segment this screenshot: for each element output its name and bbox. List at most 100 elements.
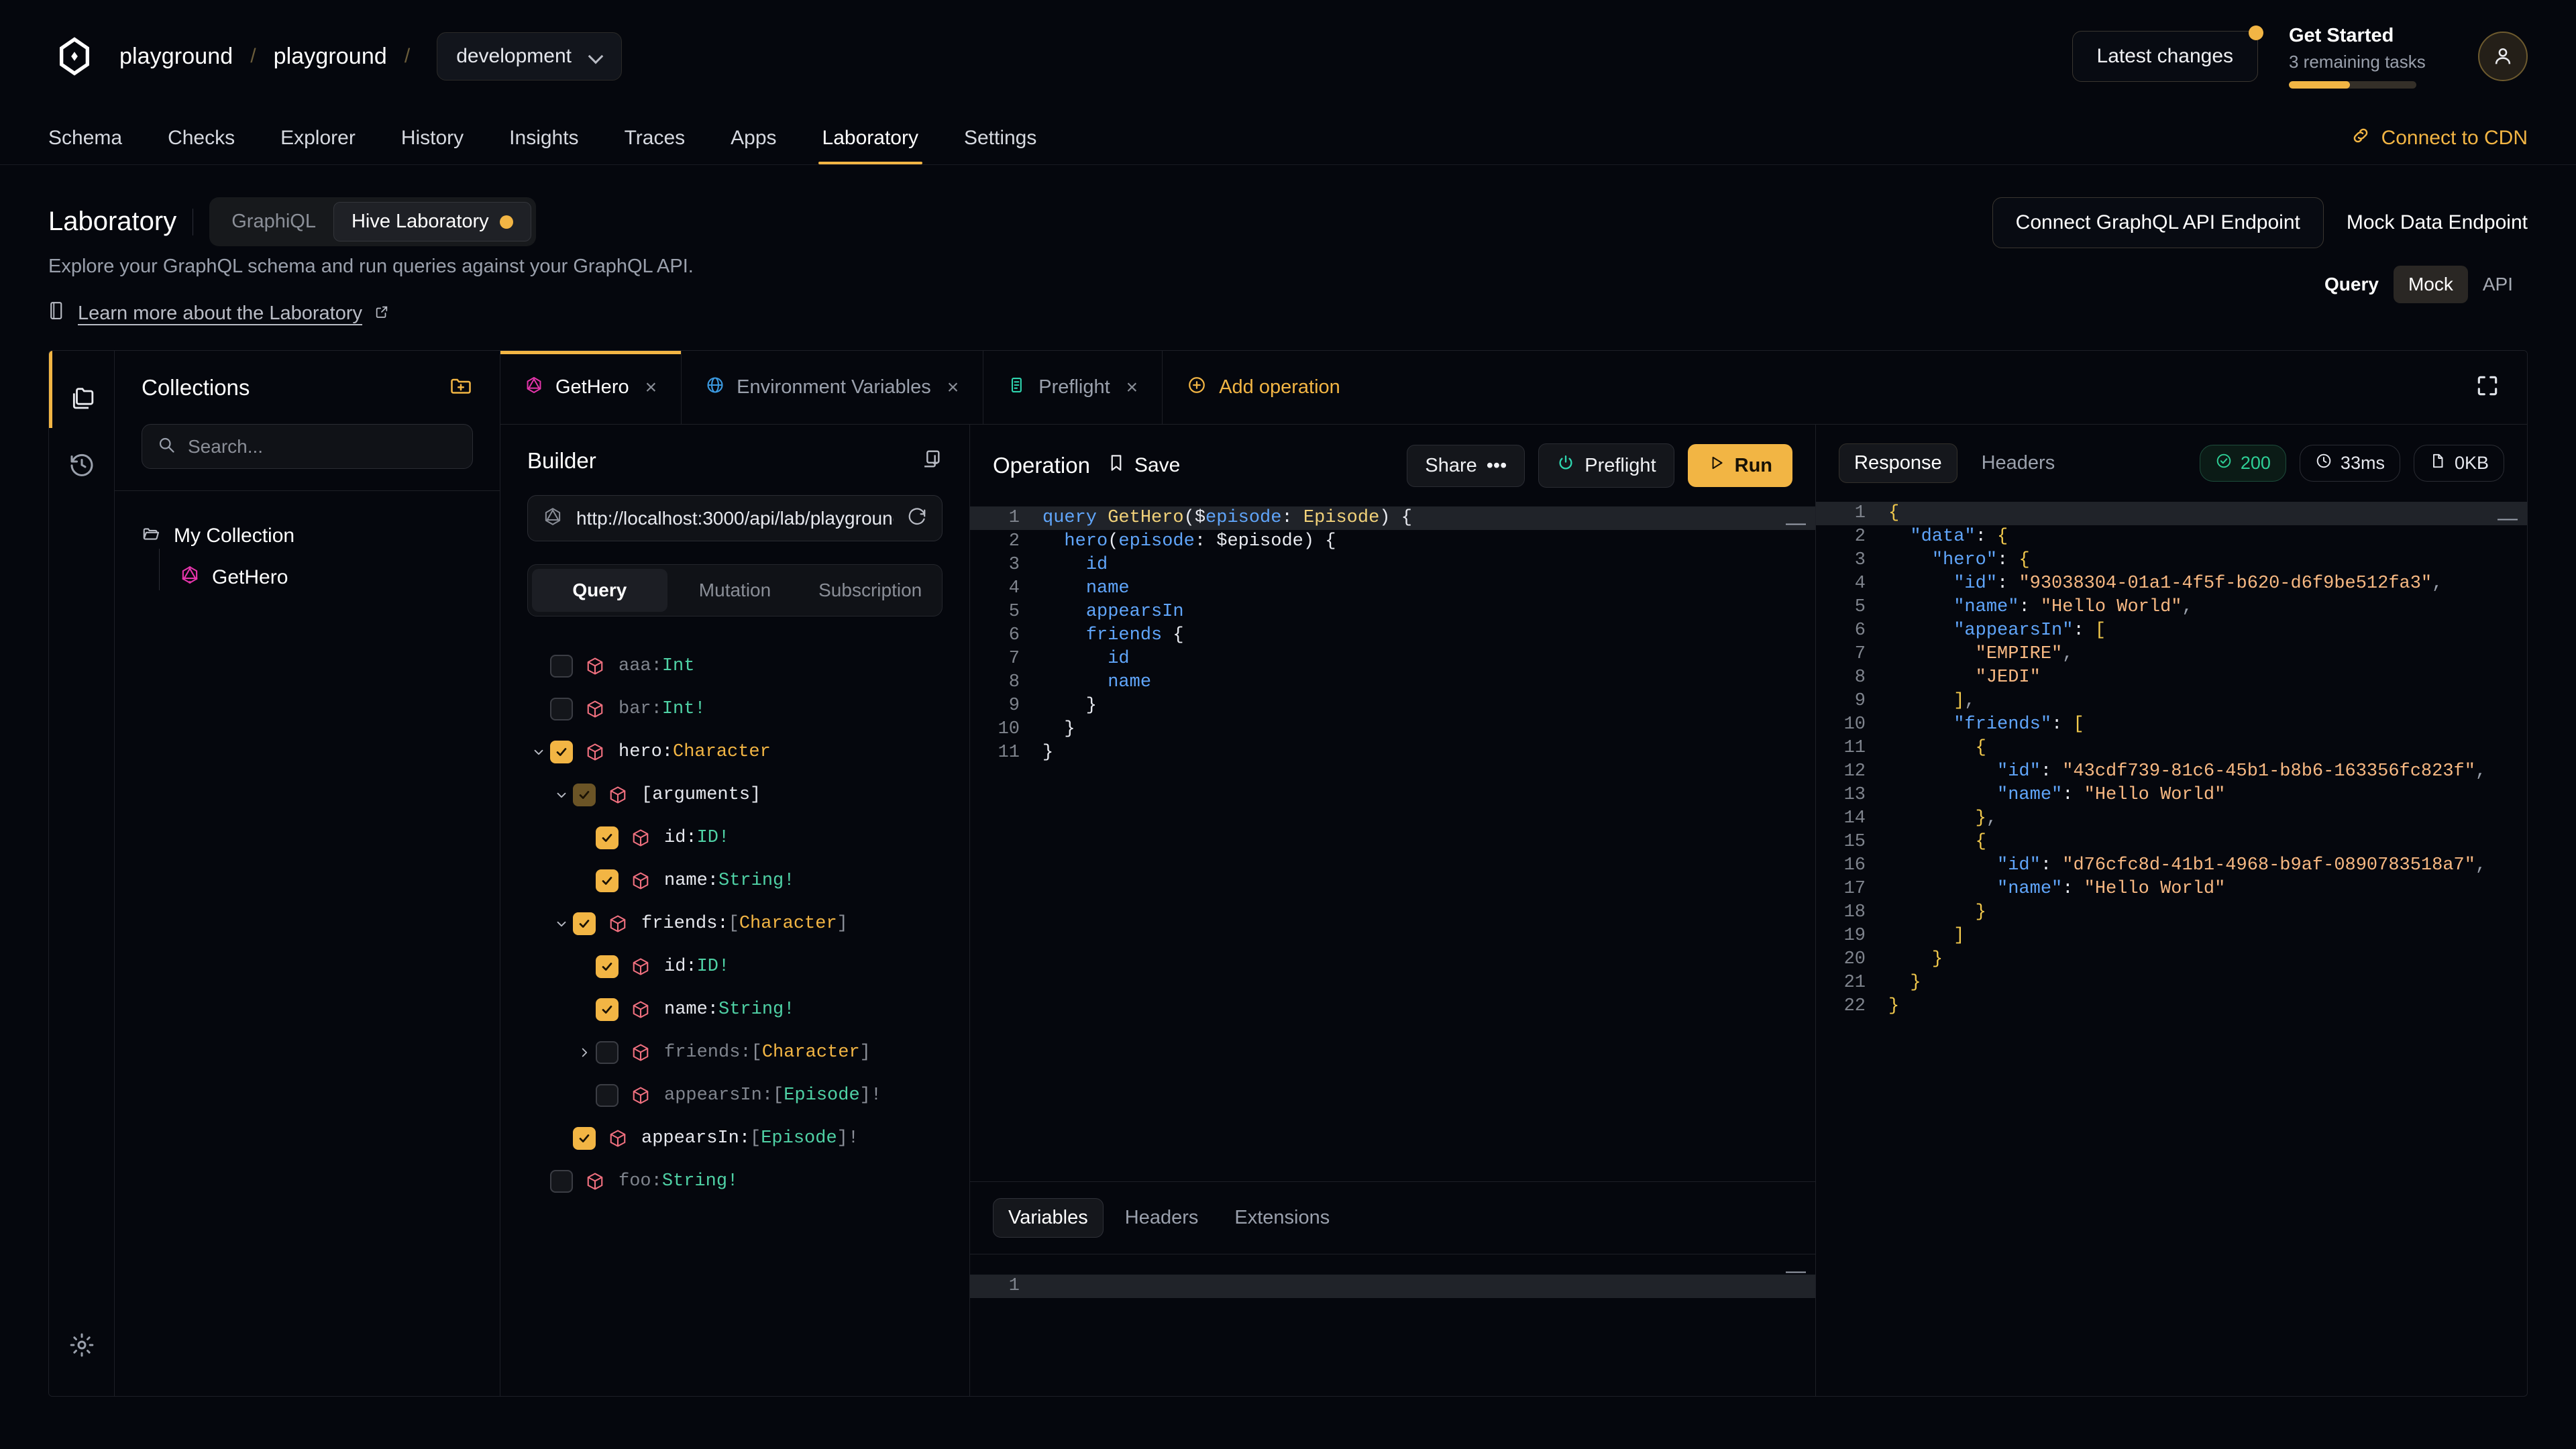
chevron-right-icon[interactable] <box>573 1045 596 1060</box>
add-operation-button[interactable]: Add operation <box>1163 351 1364 424</box>
collection-operation-gethero[interactable]: GetHero <box>180 565 473 590</box>
field-checkbox[interactable] <box>573 1127 596 1150</box>
field-checkbox[interactable] <box>550 698 573 720</box>
field-checkbox[interactable] <box>596 869 619 892</box>
get-started-widget[interactable]: Get Started 3 remaining tasks <box>2289 25 2447 89</box>
field-row-id[interactable]: id: ID! <box>527 816 943 859</box>
avatar[interactable] <box>2478 32 2528 81</box>
response-line: 15 { <box>1816 830 2527 854</box>
nav-tab-insights[interactable]: Insights <box>509 127 579 149</box>
tab-extensions[interactable]: Extensions <box>1234 1207 1330 1228</box>
field-row-bar[interactable]: bar: Int! <box>527 688 943 731</box>
breadcrumb-org[interactable]: playground <box>119 43 233 69</box>
field-row-hero[interactable]: hero: Character <box>527 731 943 773</box>
field-checkbox[interactable] <box>596 1041 619 1064</box>
mode-toggle-mock[interactable]: Mock <box>2393 266 2468 303</box>
field-row-arguments[interactable]: [arguments] <box>527 773 943 816</box>
tab-response-headers[interactable]: Headers <box>1981 452 2055 474</box>
environment-select[interactable]: development <box>437 32 622 80</box>
operation-kind-mutation[interactable]: Mutation <box>698 580 771 600</box>
operation-tab-label: GetHero <box>555 376 629 398</box>
field-row-foo[interactable]: foo: String! <box>527 1160 943 1203</box>
search-input[interactable] <box>188 435 458 458</box>
close-icon[interactable]: × <box>645 376 657 398</box>
nav-tab-schema[interactable]: Schema <box>48 127 123 149</box>
code-text: "EMPIRE", <box>1975 644 2074 664</box>
learn-more-link[interactable]: Learn more about the Laboratory <box>48 301 694 326</box>
run-button[interactable]: Run <box>1687 444 1792 487</box>
operation-tab-environment-variables[interactable]: Environment Variables × <box>682 351 984 424</box>
field-row-friends[interactable]: friends: [Character] <box>527 902 943 945</box>
hive-logo-icon[interactable] <box>48 30 101 83</box>
connect-to-cdn-link[interactable]: Connect to CDN <box>2351 125 2528 164</box>
collection-folder-my-collection[interactable]: My Collection <box>142 523 473 549</box>
gear-icon[interactable] <box>58 1321 106 1369</box>
nav-tab-apps[interactable]: Apps <box>731 127 777 149</box>
segment-graphiql[interactable]: GraphiQL <box>231 211 316 232</box>
response-viewer[interactable]: — 1{2 "data": {3 "hero": {4 "id": "93038… <box>1816 502 2527 1396</box>
mode-toggle-api[interactable]: API <box>2482 274 2513 294</box>
query-editor[interactable]: — 1 query GetHero($episode: Episode) {2 h… <box>970 506 1815 1181</box>
operation-kind-query[interactable]: Query <box>532 569 667 612</box>
response-line: 21 } <box>1816 971 2527 995</box>
field-row-name[interactable]: name: String! <box>527 859 943 902</box>
nav-tab-laboratory[interactable]: Laboratory <box>800 127 941 164</box>
save-button[interactable]: Save <box>1108 453 1180 478</box>
operation-kind-subscription[interactable]: Subscription <box>818 580 922 600</box>
field-row-appearsIn[interactable]: appearsIn: [Episode]! <box>527 1117 943 1160</box>
folder-plus-icon[interactable] <box>449 374 473 401</box>
chevron-down-icon[interactable] <box>527 745 550 759</box>
chevron-down-icon[interactable] <box>550 788 573 802</box>
mock-data-endpoint-button[interactable]: Mock Data Endpoint <box>2346 211 2528 233</box>
fullscreen-icon[interactable] <box>2475 373 2500 402</box>
tab-response[interactable]: Response <box>1839 443 1957 483</box>
collections-icon[interactable] <box>58 374 106 422</box>
field-row-id[interactable]: id: ID! <box>527 945 943 988</box>
connect-graphql-endpoint-button[interactable]: Connect GraphQL API Endpoint <box>1992 197 2324 248</box>
nav-tab-explorer[interactable]: Explorer <box>280 127 356 149</box>
field-checkbox[interactable] <box>596 1084 619 1107</box>
field-checkbox[interactable] <box>550 1170 573 1193</box>
close-icon[interactable]: × <box>1126 376 1138 398</box>
endpoint-url-field[interactable]: http://localhost:3000/api/lab/playground <box>527 495 943 541</box>
collapse-panel-icon[interactable] <box>920 447 943 474</box>
segment-hive-laboratory[interactable]: Hive Laboratory <box>333 202 531 241</box>
field-checkbox[interactable] <box>573 784 596 806</box>
close-icon[interactable]: × <box>947 376 959 398</box>
tab-headers[interactable]: Headers <box>1124 1207 1199 1228</box>
response-collapse-handle[interactable]: — <box>2498 507 2518 529</box>
query-collapse-handle[interactable]: — <box>1786 512 1806 534</box>
field-row-aaa[interactable]: aaa: Int <box>527 645 943 688</box>
operation-tab-preflight[interactable]: Preflight × <box>983 351 1163 424</box>
latest-changes-button[interactable]: Latest changes <box>2072 25 2263 82</box>
operation-tab-gethero[interactable]: GetHero × <box>500 351 682 424</box>
mode-toggle-query[interactable]: Query <box>2324 274 2379 294</box>
field-checkbox[interactable] <box>550 741 573 763</box>
field-checkbox[interactable] <box>596 826 619 849</box>
history-icon[interactable] <box>58 441 106 489</box>
endpoint-url-value: http://localhost:3000/api/lab/playground <box>576 507 894 529</box>
nav-tab-history[interactable]: History <box>400 127 464 149</box>
tab-variables[interactable]: Variables <box>993 1198 1104 1238</box>
nav-tab-traces[interactable]: Traces <box>624 127 686 149</box>
top-bar: playground / playground / development La… <box>0 0 2576 113</box>
collections-search[interactable] <box>142 424 473 469</box>
field-row-name[interactable]: name: String! <box>527 988 943 1031</box>
field-checkbox[interactable] <box>550 655 573 678</box>
chevron-down-icon[interactable] <box>550 916 573 931</box>
breadcrumb-project[interactable]: playground <box>273 43 387 69</box>
reset-icon[interactable] <box>907 506 927 530</box>
field-label: aaa: <box>619 656 662 676</box>
nav-tab-settings[interactable]: Settings <box>963 127 1037 149</box>
variables-editor[interactable]: — 1 <box>970 1254 1815 1396</box>
field-checkbox[interactable] <box>573 912 596 935</box>
field-checkbox[interactable] <box>596 998 619 1021</box>
share-button[interactable]: Share ••• <box>1407 444 1525 487</box>
variables-collapse-handle[interactable]: — <box>1786 1260 1806 1282</box>
field-row-appearsIn[interactable]: appearsIn: [Episode]! <box>527 1074 943 1117</box>
field-row-friends[interactable]: friends: [Character] <box>527 1031 943 1074</box>
field-checkbox[interactable] <box>596 955 619 978</box>
size-badge: 0KB <box>2413 445 2504 482</box>
nav-tab-checks[interactable]: Checks <box>168 127 235 149</box>
preflight-button[interactable]: Preflight <box>1538 443 1674 488</box>
